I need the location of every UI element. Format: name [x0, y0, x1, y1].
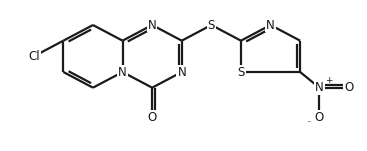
Text: O: O: [344, 81, 353, 94]
Text: +: +: [325, 76, 333, 85]
Text: Cl: Cl: [28, 50, 40, 63]
Text: N: N: [177, 66, 186, 79]
Text: N: N: [315, 81, 324, 94]
Text: N: N: [266, 19, 275, 32]
Text: S: S: [237, 66, 245, 79]
Text: N: N: [148, 19, 157, 32]
Text: N: N: [118, 66, 127, 79]
Text: O: O: [315, 111, 324, 124]
Text: ⁻: ⁻: [306, 120, 311, 129]
Text: O: O: [148, 111, 157, 124]
Text: S: S: [208, 19, 215, 32]
